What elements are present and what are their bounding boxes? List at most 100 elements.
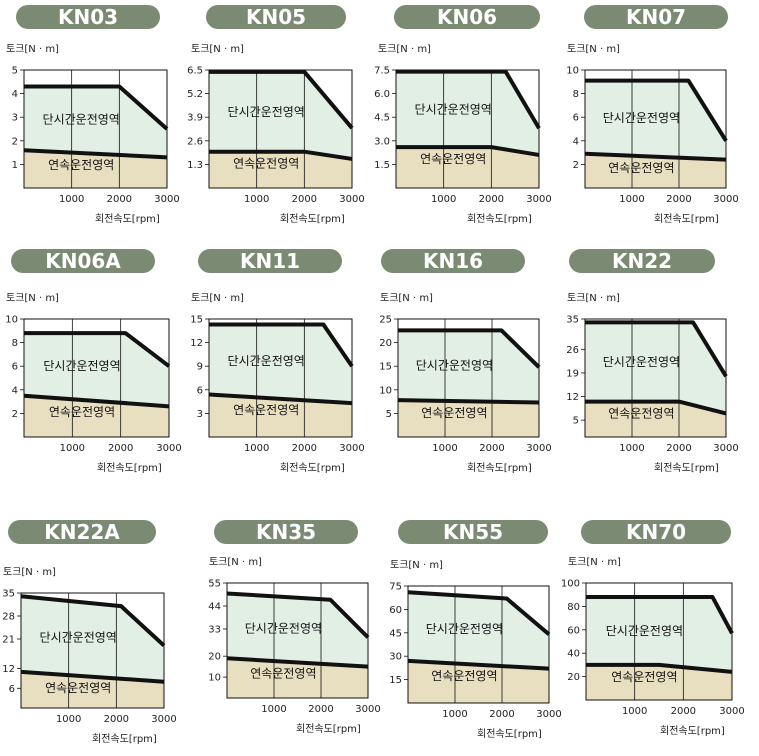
y-tick-label: 2 — [12, 136, 18, 147]
x-tick-label: 3000 — [156, 443, 181, 454]
intermittent-region — [586, 597, 732, 672]
intermittent-region — [21, 596, 164, 682]
x-tick-label: 1000 — [619, 194, 644, 205]
intermittent-region — [209, 71, 352, 159]
y-tick-label: 44 — [208, 602, 221, 613]
y-tick-label: 5.2 — [187, 89, 203, 100]
y-tick-label: 26 — [566, 345, 579, 356]
continuous-torque-line — [584, 151, 727, 162]
x-tick-label: 1000 — [622, 706, 647, 717]
plot-frame — [20, 592, 165, 709]
y-tick-label: 4 — [12, 89, 18, 100]
chart-title-kn35: KN35 — [214, 520, 358, 544]
region-label-continuous: 연속운전영역 — [431, 669, 497, 683]
peak-torque-line — [585, 78, 728, 142]
y-axis-label: 토크[N · m] — [390, 560, 443, 571]
y-tick-label: 4.5 — [374, 113, 390, 124]
y-tick-label: 15 — [389, 675, 402, 686]
y-tick-label: 1 — [12, 160, 18, 171]
plot-frame — [584, 69, 727, 189]
continuous-region — [585, 153, 726, 188]
x-tick-label: 3000 — [339, 443, 364, 454]
y-tick-label: 1.5 — [374, 160, 390, 171]
y-tick-label: 2 — [12, 409, 18, 420]
region-label-intermittent: 단시간운전영역 — [43, 359, 120, 373]
y-axis-label: 토크[N · m] — [191, 293, 244, 304]
continuous-region — [396, 147, 539, 188]
x-tick-label: 2000 — [666, 443, 691, 454]
y-tick-label: 35 — [2, 589, 15, 600]
x-tick-label: 2000 — [489, 709, 514, 720]
x-tick-label: 3000 — [151, 714, 176, 725]
y-tick-label: 15 — [379, 362, 392, 373]
x-tick-label: 2000 — [108, 443, 133, 454]
y-tick-label: 10 — [379, 385, 392, 396]
peak-torque-line — [586, 595, 734, 635]
intermittent-region — [585, 322, 726, 414]
y-tick-label: 6 — [12, 362, 18, 373]
region-label-intermittent: 단시간운전영역 — [245, 621, 322, 635]
chart-title-kn05: KN05 — [206, 5, 346, 29]
chart-title-kn22: KN22 — [569, 249, 715, 273]
y-tick-label: 5 — [573, 416, 579, 427]
y-tick-label: 35 — [566, 315, 579, 326]
intermittent-region — [585, 80, 726, 160]
y-tick-label: 3 — [197, 409, 203, 420]
plot-frame — [23, 318, 170, 438]
x-tick-label: 1000 — [59, 194, 84, 205]
x-tick-label: 3000 — [536, 709, 561, 720]
continuous-torque-line — [586, 662, 733, 674]
intermittent-region — [398, 330, 539, 403]
x-tick-label: 3000 — [355, 704, 380, 715]
y-tick-label: 2 — [573, 160, 579, 171]
intermittent-region — [209, 324, 352, 404]
y-tick-label: 40 — [567, 649, 580, 660]
region-label-continuous: 연속운전영역 — [233, 403, 299, 417]
y-axis-label: 토크[N · m] — [6, 293, 59, 304]
chart-title-kn06a: KN06A — [11, 249, 155, 273]
peak-torque-line — [396, 69, 541, 130]
y-tick-label: 2.6 — [187, 136, 203, 147]
peak-torque-line — [209, 69, 354, 130]
x-axis-label: 회전속도[rpm] — [467, 463, 532, 474]
plot-frame — [397, 318, 540, 438]
region-label-continuous: 연속운전영역 — [421, 406, 487, 420]
y-tick-label: 25 — [379, 315, 392, 326]
y-tick-label: 100 — [561, 579, 580, 590]
y-tick-label: 3 — [12, 113, 18, 124]
chart-title-kn16: KN16 — [381, 249, 525, 273]
y-tick-label: 75 — [389, 582, 402, 593]
region-label-intermittent: 단시간운전영역 — [426, 622, 503, 636]
y-tick-label: 20 — [567, 672, 580, 683]
y-tick-label: 19 — [566, 368, 579, 379]
x-tick-label: 2000 — [671, 706, 696, 717]
region-label-continuous: 연속운전영역 — [608, 161, 674, 175]
peak-torque-line — [24, 84, 169, 131]
peak-torque-line — [585, 320, 728, 378]
continuous-region — [209, 394, 352, 437]
continuous-region — [227, 658, 368, 698]
region-label-intermittent: 단시간운전영역 — [603, 111, 680, 125]
y-tick-label: 5 — [12, 66, 18, 77]
x-tick-label: 3000 — [154, 194, 179, 205]
y-tick-label: 9 — [197, 362, 203, 373]
x-tick-label: 1000 — [244, 443, 269, 454]
x-axis-label: 회전속도[rpm] — [97, 463, 162, 474]
region-label-continuous: 연속운전영역 — [45, 681, 111, 695]
region-label-continuous: 연속운전영역 — [233, 157, 299, 171]
region-label-intermittent: 단시간운전영역 — [416, 359, 493, 373]
chart-title-kn70: KN70 — [581, 520, 731, 544]
x-tick-label: 3000 — [713, 194, 738, 205]
x-tick-label: 3000 — [719, 706, 744, 717]
region-label-continuous: 연속운전영역 — [49, 405, 115, 419]
x-tick-label: 2000 — [308, 704, 333, 715]
continuous-region — [24, 150, 167, 188]
y-tick-label: 20 — [208, 652, 221, 663]
region-label-intermittent: 단시간운전영역 — [40, 631, 117, 645]
continuous-torque-line — [23, 393, 170, 409]
peak-torque-line — [407, 590, 551, 636]
